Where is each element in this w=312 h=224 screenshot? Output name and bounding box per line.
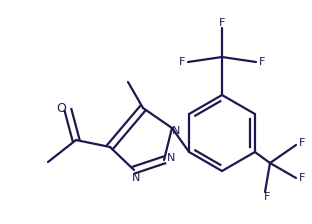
Text: F: F	[179, 57, 185, 67]
Text: F: F	[264, 192, 270, 202]
Text: N: N	[172, 126, 180, 136]
Text: F: F	[299, 138, 305, 148]
Text: F: F	[299, 173, 305, 183]
Text: O: O	[56, 101, 66, 114]
Text: N: N	[132, 173, 140, 183]
Text: F: F	[259, 57, 265, 67]
Text: N: N	[167, 153, 175, 163]
Text: F: F	[219, 18, 225, 28]
